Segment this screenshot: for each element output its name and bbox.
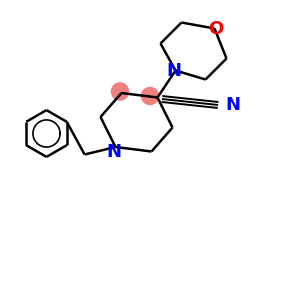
Text: N: N (167, 61, 182, 80)
Text: O: O (208, 20, 224, 38)
Text: N: N (106, 143, 122, 161)
Text: N: N (225, 96, 240, 114)
Circle shape (111, 83, 129, 100)
Circle shape (141, 87, 159, 105)
